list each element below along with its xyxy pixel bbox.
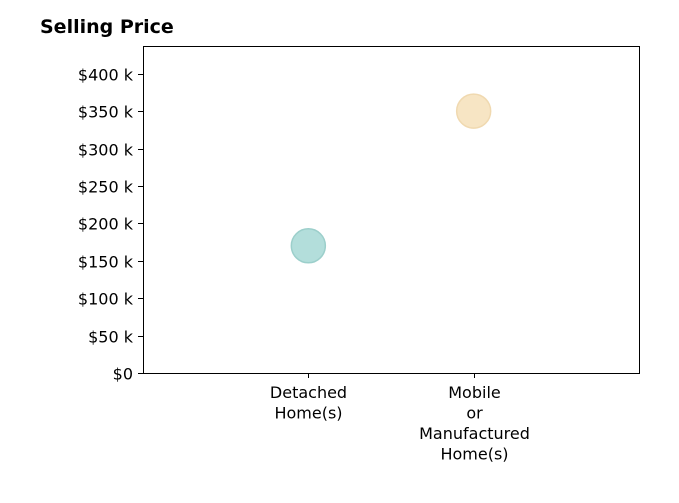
y-tick-label: $250 k [78, 178, 134, 197]
y-tick-label: $300 k [78, 141, 134, 160]
y-tick-label: $350 k [78, 103, 134, 122]
y-tick-label: $100 k [78, 290, 134, 309]
data-point [455, 93, 492, 129]
data-point [290, 228, 327, 264]
x-tick-label: Mobile or Manufactured Home(s) [419, 383, 530, 464]
y-tick-label: $200 k [78, 215, 134, 234]
chart-title: Selling Price [40, 16, 174, 38]
data-points [290, 93, 492, 264]
x-axis: Detached Home(s) Mobile or Manufactured Home(… [270, 373, 530, 464]
y-axis: $0 $50 k $100 k $150 k $200 k $250 k $300 k $35… [78, 66, 143, 384]
y-tick-label: $400 k [78, 66, 134, 85]
y-tick-label: $150 k [78, 253, 134, 272]
x-tick-label: Detached Home(s) [270, 383, 347, 423]
y-tick-label: $0 [113, 365, 133, 384]
y-tick-label: $50 k [88, 328, 134, 347]
plot-frame [143, 46, 640, 374]
